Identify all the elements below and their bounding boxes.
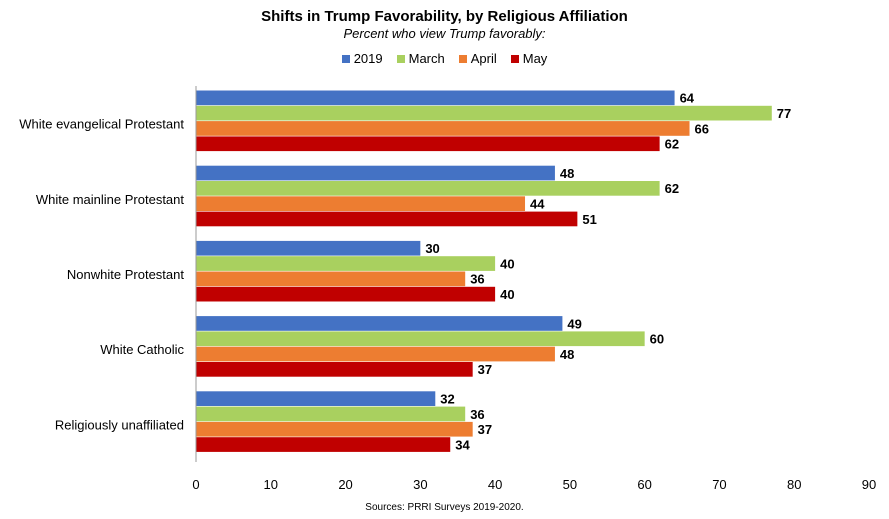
data-label: 51 (582, 212, 596, 227)
bar (196, 421, 473, 437)
bar (196, 240, 421, 256)
data-label: 77 (777, 106, 791, 121)
legend-item-march: March (396, 51, 445, 66)
x-tick-label: 20 (338, 477, 352, 492)
bar (196, 271, 466, 287)
data-label: 48 (560, 347, 574, 362)
data-label: 49 (567, 316, 581, 331)
data-label: 44 (530, 196, 545, 211)
bar (196, 256, 496, 271)
data-label: 62 (665, 181, 679, 196)
bar (196, 196, 526, 211)
data-label: 62 (665, 137, 679, 152)
x-tick-label: 50 (563, 477, 577, 492)
data-label: 66 (695, 121, 709, 136)
legend-item-may: May (510, 51, 548, 66)
legend: 2019 March April May (0, 51, 889, 66)
data-label: 60 (650, 332, 664, 347)
bar (196, 165, 555, 181)
data-label: 30 (425, 241, 439, 256)
bar (196, 391, 436, 406)
chart-title: Shifts in Trump Favorability, by Religio… (261, 8, 628, 25)
bar (196, 136, 660, 152)
legend-swatch-march (396, 54, 405, 63)
legend-label-april: April (470, 51, 497, 66)
data-label: 37 (478, 362, 492, 377)
legend-label-2019: 2019 (353, 51, 383, 66)
category-label: Religiously unaffiliated (55, 417, 184, 432)
x-tick-label: 0 (192, 477, 199, 492)
legend-swatch-may (510, 54, 519, 63)
legend-label-march: March (408, 51, 445, 66)
bar (196, 105, 772, 121)
data-label: 64 (680, 91, 695, 106)
bar (196, 331, 645, 347)
x-tick-label: 90 (862, 477, 876, 492)
category-label: White evangelical Protestant (19, 117, 184, 132)
data-label: 40 (500, 287, 514, 302)
legend-item-2019: 2019 (341, 51, 383, 66)
bar (196, 406, 466, 422)
x-tick-label: 60 (637, 477, 651, 492)
legend-swatch-2019 (341, 54, 350, 63)
bar (196, 346, 555, 362)
bar (196, 181, 660, 196)
data-label: 48 (560, 166, 574, 181)
bar (196, 437, 451, 452)
data-label: 36 (470, 407, 484, 422)
legend-label-may: May (522, 51, 548, 66)
bar (196, 211, 578, 227)
category-label: White mainline Protestant (36, 192, 185, 207)
category-label: Nonwhite Protestant (67, 267, 184, 282)
data-label: 36 (470, 272, 484, 287)
category-label: White Catholic (100, 342, 184, 357)
bar (196, 286, 496, 302)
source-note: Sources: PRRI Surveys 2019-2020. (365, 502, 524, 513)
x-tick-label: 70 (712, 477, 726, 492)
data-label: 40 (500, 256, 514, 271)
x-tick-label: 40 (488, 477, 502, 492)
bar (196, 121, 690, 136)
bar (196, 90, 675, 106)
data-label: 32 (440, 391, 454, 406)
x-tick-label: 30 (413, 477, 427, 492)
legend-swatch-april (458, 54, 467, 63)
x-tick-label: 80 (787, 477, 801, 492)
legend-item-april: April (458, 51, 497, 66)
data-label: 34 (455, 437, 470, 452)
chart-subtitle: Percent who view Trump favorably: (343, 26, 546, 41)
x-tick-label: 10 (264, 477, 278, 492)
bar (196, 362, 473, 377)
bar (196, 316, 563, 331)
data-label: 37 (478, 422, 492, 437)
